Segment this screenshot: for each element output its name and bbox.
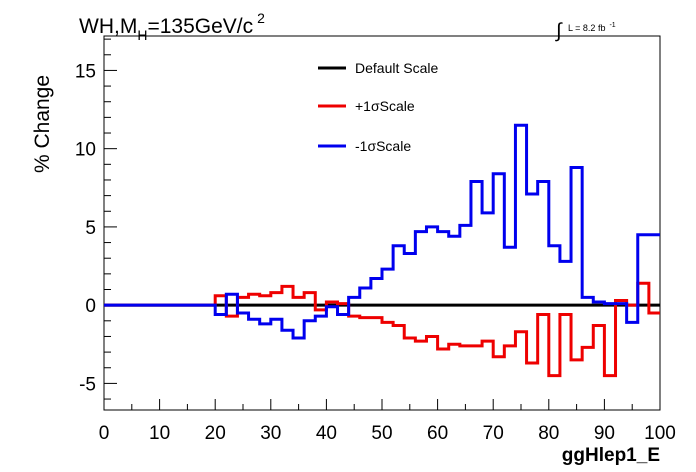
title-subscript: H: [137, 27, 147, 43]
lumi-integral-sign: ∫: [555, 20, 563, 42]
title-superscript: 2: [257, 10, 265, 26]
x-tick-label: 80: [538, 423, 559, 444]
legend-label: Default Scale: [355, 60, 438, 76]
x-tick-label: 30: [260, 423, 281, 444]
legend: Default Scale +1σScale -1σScale: [318, 60, 438, 154]
y-tick-label: 15: [75, 61, 96, 82]
title-rest: =135GeV/c: [147, 15, 253, 38]
x-tick-label: 0: [99, 423, 110, 444]
x-tick-label: 70: [483, 423, 504, 444]
y-tick-label: 5: [85, 218, 96, 239]
series-line-1sscale: [104, 123, 660, 340]
x-tick-label: 10: [149, 423, 170, 444]
lumi-label: L = 8.2 fb -1: [568, 22, 616, 33]
series-group: [104, 123, 660, 378]
legend-label: -1σScale: [355, 138, 411, 154]
lumi-superscript: -1: [609, 22, 615, 29]
y-tick-label: 10: [75, 140, 96, 161]
x-tick-label: 60: [427, 423, 448, 444]
y-tick-label: -5: [79, 374, 96, 395]
y-tick-label: 0: [85, 296, 96, 317]
series-line-1sscale: [104, 281, 660, 378]
x-tick-label: 40: [316, 423, 337, 444]
legend-label: +1σScale: [355, 98, 415, 114]
y-axis-label: % Change: [31, 75, 54, 173]
chart-title: WH,MH=135GeV/c 2: [79, 10, 265, 43]
x-axis-label: ggHlep1_E: [562, 445, 660, 466]
x-tick-label: 90: [594, 423, 615, 444]
x-tick-label: 100: [644, 423, 676, 444]
plot-frame: [103, 35, 661, 411]
axes: 0 10 20 30 40 50 60 70 80 90 100 -5 0 5 10 15: [75, 38, 676, 444]
x-tick-label: 50: [371, 423, 392, 444]
title-main: WH,M: [79, 15, 137, 38]
lumi-text: L = 8.2 fb: [568, 23, 605, 33]
x-tick-label: 20: [205, 423, 226, 444]
